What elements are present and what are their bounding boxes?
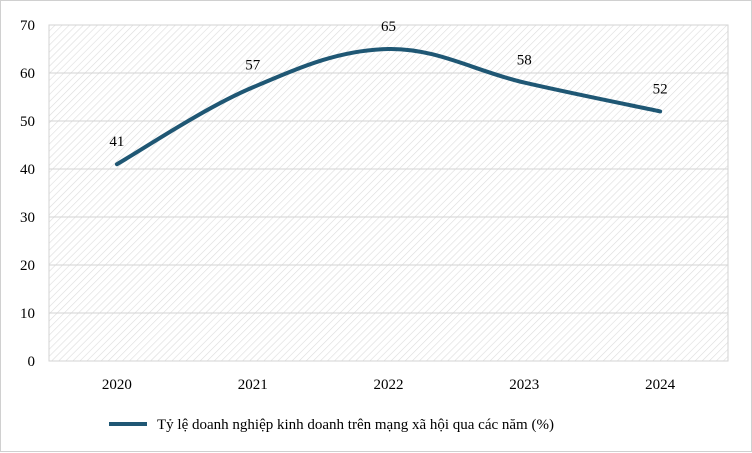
data-label: 41 (109, 134, 124, 150)
legend-label: Tỷ lệ doanh nghiệp kinh doanh trên mạng … (157, 417, 554, 433)
y-tick-label: 40 (20, 162, 35, 178)
data-label: 57 (245, 57, 261, 73)
y-tick-label: 50 (20, 114, 35, 130)
y-tick-label: 10 (20, 306, 35, 322)
x-tick-label: 2021 (238, 377, 268, 393)
gridlines (48, 24, 729, 362)
y-tick-label: 30 (20, 210, 35, 226)
data-labels: 41 57 65 58 52 (109, 19, 667, 150)
x-tick-label: 2022 (374, 377, 404, 393)
data-label: 65 (381, 19, 396, 35)
x-tick-label: 2024 (645, 377, 676, 393)
data-label: 58 (517, 53, 532, 69)
y-tick-label: 0 (28, 354, 36, 370)
data-label: 52 (653, 81, 668, 97)
series-line (114, 46, 663, 167)
x-tick-label: 2020 (102, 377, 132, 393)
y-tick-label: 20 (20, 258, 35, 274)
y-tick-label: 70 (20, 18, 35, 34)
y-axis: 0 10 20 30 40 50 60 70 (20, 18, 35, 370)
plot-area (49, 25, 728, 361)
x-tick-label: 2023 (509, 377, 539, 393)
legend: Tỷ lệ doanh nghiệp kinh doanh trên mạng … (109, 417, 554, 433)
y-tick-label: 60 (20, 66, 35, 82)
x-axis: 2020 2021 2022 2023 2024 (102, 377, 676, 393)
plot-border (48, 24, 729, 362)
